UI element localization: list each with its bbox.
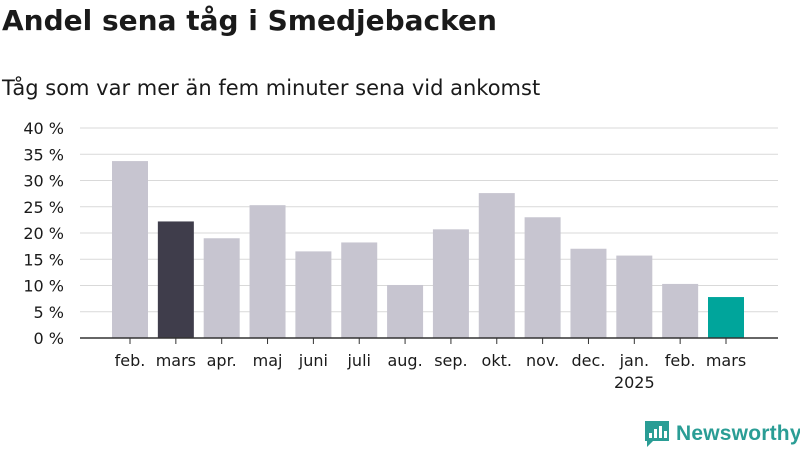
bar xyxy=(157,221,194,338)
x-tick-label: apr. xyxy=(207,351,237,370)
x-tick-label: mars xyxy=(156,351,196,370)
x-tick-label: aug. xyxy=(387,351,422,370)
bar xyxy=(616,255,653,338)
bar xyxy=(203,238,240,338)
x-tick-label: maj xyxy=(253,351,283,370)
chart-subtitle: Tåg som var mer än fem minuter sena vid … xyxy=(2,76,541,100)
x-tick-label: feb. xyxy=(115,351,146,370)
brand-logo: Newsworthy xyxy=(644,420,800,448)
bar xyxy=(249,205,286,338)
x-tick-label: sep. xyxy=(434,351,467,370)
y-tick-label: 25 % xyxy=(23,198,64,217)
bar xyxy=(524,217,561,338)
x-tick-label: juni xyxy=(298,351,328,370)
x-tick-label: nov. xyxy=(526,351,559,370)
bar xyxy=(478,193,515,338)
bar xyxy=(432,229,469,338)
bar xyxy=(387,284,424,338)
y-tick-label: 5 % xyxy=(34,303,64,322)
y-tick-label: 30 % xyxy=(23,172,64,191)
x-tick-label: mars xyxy=(706,351,746,370)
bar xyxy=(570,248,607,338)
y-tick-label: 0 % xyxy=(34,329,64,348)
x-tick-label: feb. xyxy=(665,351,696,370)
y-tick-label: 20 % xyxy=(23,224,64,243)
x-tick-sublabel: 2025 xyxy=(614,373,655,392)
x-tick-label: okt. xyxy=(482,351,512,370)
bar xyxy=(112,161,148,338)
bar xyxy=(295,251,332,338)
x-tick-label: dec. xyxy=(572,351,606,370)
bar xyxy=(341,242,378,338)
y-tick-label: 35 % xyxy=(23,145,64,164)
x-tick-label: juli xyxy=(346,351,370,370)
newsworthy-logo-icon xyxy=(645,421,669,447)
bar xyxy=(708,297,744,338)
y-tick-label: 15 % xyxy=(23,250,64,269)
bar xyxy=(662,283,699,338)
y-tick-label: 40 % xyxy=(23,119,64,138)
brand-name: Newsworthy xyxy=(676,422,800,445)
y-tick-label: 10 % xyxy=(23,277,64,296)
chart-title: Andel sena tåg i Smedjebacken xyxy=(2,4,497,37)
x-tick-label: jan. xyxy=(619,351,649,370)
